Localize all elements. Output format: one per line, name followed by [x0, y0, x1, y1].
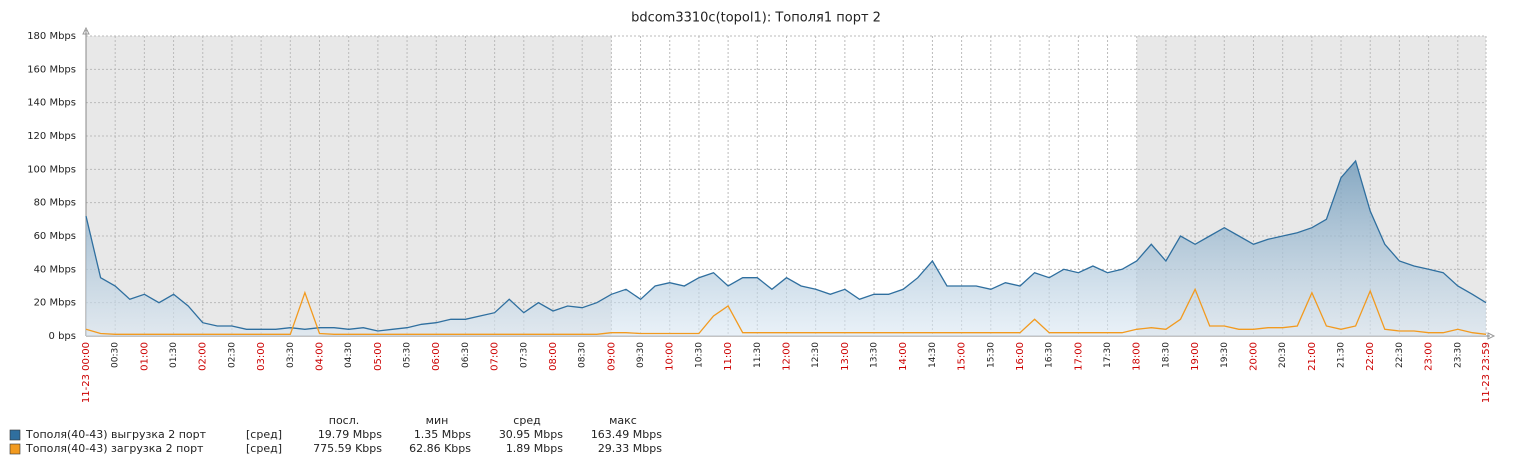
y-tick-label: 120 Mbps — [27, 131, 76, 142]
x-tick-label: 07:30 — [519, 342, 529, 368]
x-tick-label: 21:00 — [1307, 342, 1318, 371]
x-tick-label: 01:00 — [139, 342, 150, 371]
y-tick-label: 60 Mbps — [34, 231, 76, 242]
legend-label: Тополя(40-43) выгрузка 2 порт — [25, 428, 207, 441]
x-tick-label: 06:00 — [431, 342, 442, 371]
legend-stat: 1.35 Mbps — [414, 428, 471, 441]
x-tick-label: 08:30 — [578, 342, 588, 368]
x-tick-label: 08:00 — [548, 342, 559, 371]
x-tick-label: 12:00 — [781, 342, 792, 371]
x-tick-label: 22:30 — [1395, 342, 1405, 368]
legend-function: [сред] — [246, 428, 282, 441]
legend-header: макс — [609, 414, 637, 427]
legend-stat: 19.79 Mbps — [318, 428, 382, 441]
x-tick-label: 06:30 — [461, 342, 471, 368]
legend-stat: 775.59 Kbps — [313, 442, 382, 455]
legend-swatch — [9, 443, 21, 455]
y-tick-label: 40 Mbps — [34, 264, 76, 275]
x-tick-label: 11:00 — [723, 342, 734, 371]
series-line — [85, 287, 1487, 335]
x-tick-label: 19:30 — [1220, 342, 1230, 368]
x-tick-label: 02:30 — [227, 342, 237, 368]
legend-header: сред — [513, 414, 541, 427]
legend-stat: 62.86 Kbps — [409, 442, 471, 455]
x-tick-label: 19:00 — [1190, 342, 1201, 371]
x-tick-label: 13:30 — [870, 342, 880, 368]
x-tick-label: 01:30 — [169, 342, 179, 368]
x-tick-label: 00:30 — [111, 342, 121, 368]
x-tick-label: 14:00 — [898, 342, 909, 371]
x-tick-label: 02:00 — [198, 342, 209, 371]
x-tick-label: 22:00 — [1365, 342, 1376, 371]
x-tick-label: 09:30 — [636, 342, 646, 368]
x-tick-label: 03:30 — [286, 342, 296, 368]
legend-header: мин — [426, 414, 449, 427]
y-tick-label: 180 Mbps — [27, 31, 76, 42]
series-line — [85, 159, 1487, 332]
y-tick-label: 80 Mbps — [34, 198, 76, 209]
x-tick-label: 15:00 — [957, 342, 968, 371]
y-tick-label: 20 Mbps — [34, 298, 76, 309]
legend-stat: 29.33 Mbps — [598, 442, 662, 455]
x-tick-label: 07:00 — [490, 342, 501, 371]
x-tick-label: 12:30 — [811, 342, 821, 368]
x-tick-label: 09:00 — [606, 342, 617, 371]
y-tick-label: 160 Mbps — [27, 64, 76, 75]
x-tick-label: 11:30 — [753, 342, 763, 368]
series-area — [86, 161, 1486, 336]
x-tick-label: 10:00 — [665, 342, 676, 371]
legend-function: [сред] — [246, 442, 282, 455]
x-tick-label: 11-23 00:00 — [81, 342, 92, 403]
x-tick-label: 05:30 — [403, 342, 413, 368]
x-tick-label: 18:00 — [1132, 342, 1143, 371]
chart-title: bdcom3310c(topol1): Тополя1 порт 2 — [631, 11, 881, 26]
legend-header: посл. — [329, 414, 360, 427]
x-tick-label: 23:00 — [1424, 342, 1435, 371]
x-tick-label: 13:00 — [840, 342, 851, 371]
y-tick-label: 140 Mbps — [27, 98, 76, 109]
x-tick-label: 17:30 — [1103, 342, 1113, 368]
x-tick-label: 16:00 — [1015, 342, 1026, 371]
y-tick-label: 100 Mbps — [27, 164, 76, 175]
x-tick-label: 11-23 23:59 — [1481, 342, 1492, 403]
x-tick-label: 17:00 — [1073, 342, 1084, 371]
x-tick-label: 03:00 — [256, 342, 267, 371]
x-tick-label: 10:30 — [694, 342, 704, 368]
x-tick-label: 04:30 — [344, 342, 354, 368]
legend-swatch — [9, 429, 21, 441]
x-tick-label: 04:00 — [314, 342, 325, 371]
legend-stat: 163.49 Mbps — [591, 428, 662, 441]
x-tick-label: 14:30 — [928, 342, 938, 368]
x-tick-label: 05:00 — [373, 342, 384, 371]
x-tick-label: 16:30 — [1045, 342, 1055, 368]
y-tick-label: 0 bps — [49, 331, 76, 342]
x-tick-label: 23:30 — [1453, 342, 1463, 368]
x-tick-label: 20:00 — [1248, 342, 1259, 371]
x-tick-label: 18:30 — [1161, 342, 1171, 368]
legend-stat: 1.89 Mbps — [506, 442, 563, 455]
x-tick-label: 21:30 — [1337, 342, 1347, 368]
legend-label: Тополя(40-43) загрузка 2 порт — [25, 442, 204, 455]
x-tick-label: 15:30 — [986, 342, 996, 368]
x-tick-label: 20:30 — [1278, 342, 1288, 368]
legend-stat: 30.95 Mbps — [499, 428, 563, 441]
